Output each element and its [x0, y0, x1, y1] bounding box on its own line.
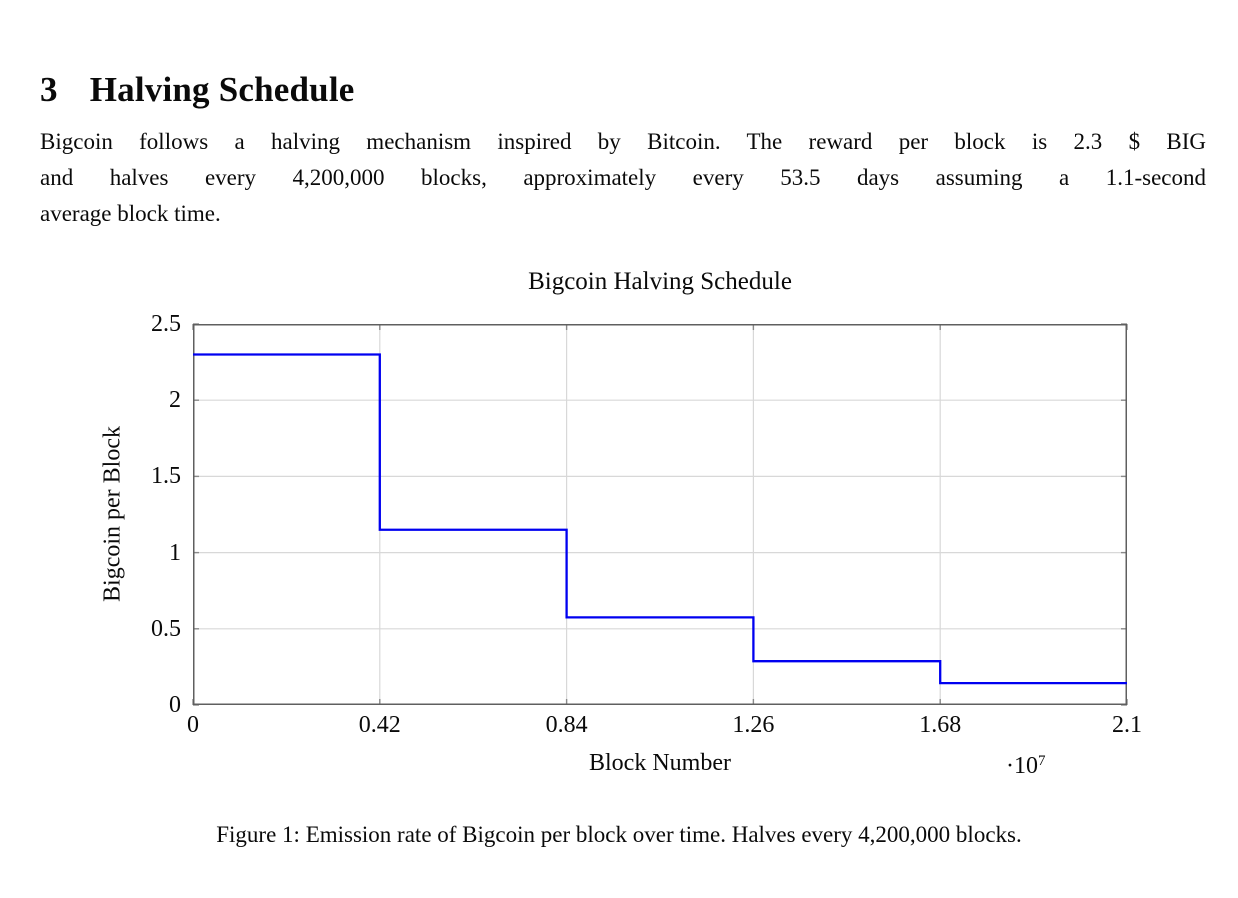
- section-title: Halving Schedule: [89, 70, 355, 110]
- y-tick-label: 0: [169, 692, 181, 718]
- x-tick-label: 1.26: [732, 712, 775, 738]
- paragraph-line: and halves every 4,200,000 blocks, appro…: [40, 165, 1206, 190]
- y-tick-label: 2: [169, 387, 181, 414]
- y-tick-label: 1: [169, 539, 181, 566]
- section-number: 3: [40, 70, 58, 110]
- x-tick-label: 0.42: [358, 712, 401, 738]
- multiplier-exponent: 7: [1038, 753, 1046, 769]
- x-tick-label: 2.1: [1112, 712, 1142, 738]
- section-heading: 3 Halving Schedule: [40, 69, 354, 111]
- x-tick-label: 0: [187, 712, 199, 738]
- paragraph-line: average block time.: [40, 201, 221, 226]
- plot-frame: [193, 324, 1127, 705]
- x-tick-label: 0.84: [545, 712, 588, 738]
- x-axis-multiplier: ·107: [1006, 753, 1046, 780]
- multiplier-base: ·10: [1006, 753, 1038, 779]
- body-paragraph: Bigcoin follows a halving mechanism insp…: [40, 124, 1206, 232]
- paragraph-line: Bigcoin follows a halving mechanism insp…: [40, 129, 1206, 154]
- series-line: [193, 353, 1127, 685]
- x-tick-label: 1.68: [919, 712, 962, 738]
- y-tick-label: 1.5: [151, 463, 181, 490]
- halving-step-chart: [192, 323, 1128, 706]
- y-tick-label: 0.5: [151, 615, 181, 642]
- figure-caption: Figure 1: Emission rate of Bigcoin per b…: [216, 822, 1022, 847]
- x-axis-label: Block Number: [589, 750, 731, 776]
- chart-title: Bigcoin Halving Schedule: [528, 268, 792, 295]
- y-tick-label: 2.5: [151, 311, 181, 337]
- y-axis-label: Bigcoin per Block: [99, 426, 126, 602]
